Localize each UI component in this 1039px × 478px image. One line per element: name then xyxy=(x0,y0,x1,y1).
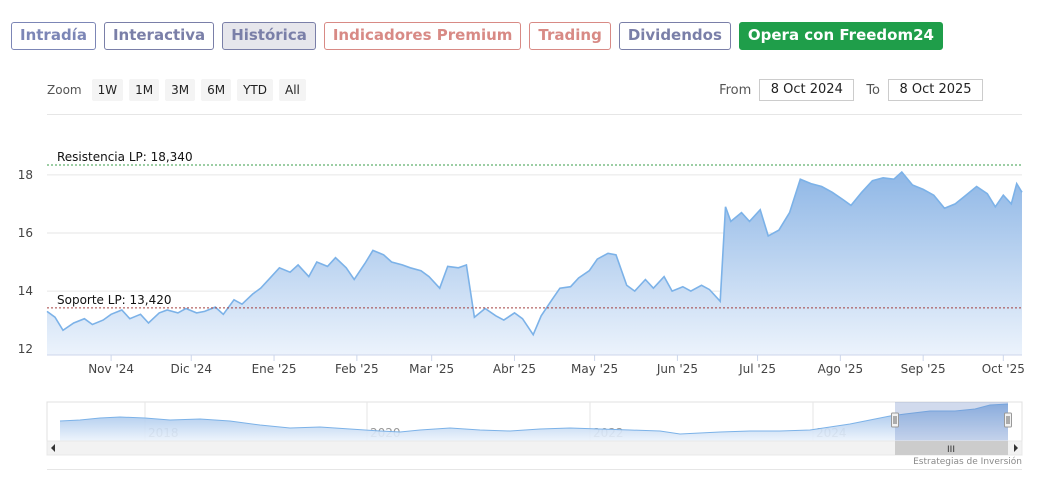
resistance-label: Resistencia LP: 18,340 xyxy=(57,150,193,164)
tab-dividendos[interactable]: Dividendos xyxy=(618,22,731,50)
chart-series xyxy=(46,170,1023,355)
support-label: Soporte LP: 13,420 xyxy=(57,293,172,307)
scrollbar-thumb[interactable] xyxy=(895,441,1008,455)
to-date-input[interactable]: 8 Oct 2025 xyxy=(888,79,983,101)
divider-top xyxy=(47,114,1022,115)
y-tick-label: 12 xyxy=(18,342,33,356)
navigator-handle-left[interactable] xyxy=(891,412,899,428)
tab-trading[interactable]: Trading xyxy=(529,22,611,50)
navigator-area xyxy=(60,404,1008,441)
x-tick-label: Dic '24 xyxy=(170,362,212,376)
zoom-ytd-button[interactable]: YTD xyxy=(237,79,273,101)
y-tick-label: 14 xyxy=(18,284,33,298)
scroll-right-arrow-icon[interactable] xyxy=(1014,444,1018,452)
to-label: To xyxy=(866,82,880,98)
zoom-bar: Zoom 1W 1M 3M 6M YTD All xyxy=(47,79,306,101)
from-label: From xyxy=(719,82,752,98)
tab-opera-con-freedom24[interactable]: Opera con Freedom24 xyxy=(738,22,943,50)
x-tick-label: Abr '25 xyxy=(493,362,536,376)
date-range: From 8 Oct 2024 To 8 Oct 2025 xyxy=(719,79,983,101)
navigator[interactable]: 2018202020222024III xyxy=(46,401,1023,456)
x-tick-label: Sep '25 xyxy=(901,362,946,376)
zoom-1w-button[interactable]: 1W xyxy=(91,79,124,101)
x-tick-label: Feb '25 xyxy=(335,362,379,376)
navigator-handle-right[interactable] xyxy=(1004,412,1012,428)
x-tick-label: Oct '25 xyxy=(982,362,1025,376)
series-line xyxy=(46,170,1023,337)
zoom-1m-button[interactable]: 1M xyxy=(129,79,160,101)
zoom-label: Zoom xyxy=(47,83,82,97)
zoom-6m-button[interactable]: 6M xyxy=(201,79,232,101)
tab-interactiva[interactable]: Interactiva xyxy=(103,22,215,50)
tab-bar: Intradía Interactiva Histórica Indicadores … xyxy=(11,22,943,50)
scroll-left-arrow-icon[interactable] xyxy=(51,444,55,452)
tab-intrad-a[interactable]: Intradía xyxy=(11,22,96,50)
x-tick-label: Mar '25 xyxy=(409,362,454,376)
series-area xyxy=(47,172,1022,355)
x-tick-label: Nov '24 xyxy=(88,362,134,376)
plot-lines: Resistencia LP: 18,340 Soporte LP: 13,420 xyxy=(47,150,1022,309)
y-axis: 12 14 16 18 xyxy=(18,168,33,356)
navigator-selection xyxy=(895,402,1008,441)
divider-bottom xyxy=(47,469,1022,470)
chart-credit: Estrategias de Inversión xyxy=(913,457,1022,467)
x-tick-label: Jul '25 xyxy=(738,362,776,376)
x-tick-label: Ene '25 xyxy=(252,362,297,376)
navigator-line xyxy=(59,403,1009,435)
x-tick-label: May '25 xyxy=(571,362,618,376)
x-tick-label: Jun '25 xyxy=(656,362,698,376)
zoom-3m-button[interactable]: 3M xyxy=(165,79,196,101)
scrollbar-grip: III xyxy=(947,445,955,455)
scrollbar-track xyxy=(46,440,1023,456)
y-tick-label: 18 xyxy=(18,168,33,182)
tab-hist-rica[interactable]: Histórica xyxy=(222,22,316,50)
y-tick-label: 16 xyxy=(18,226,33,240)
x-axis: Nov '24 Dic '24 Ene '25 Feb '25 Mar '25 Abr '… xyxy=(47,354,1025,376)
x-tick-label: Ago '25 xyxy=(818,362,864,376)
tab-indicadores-premium[interactable]: Indicadores Premium xyxy=(323,22,522,50)
from-date-input[interactable]: 8 Oct 2024 xyxy=(759,79,855,101)
zoom-all-button[interactable]: All xyxy=(279,79,306,101)
